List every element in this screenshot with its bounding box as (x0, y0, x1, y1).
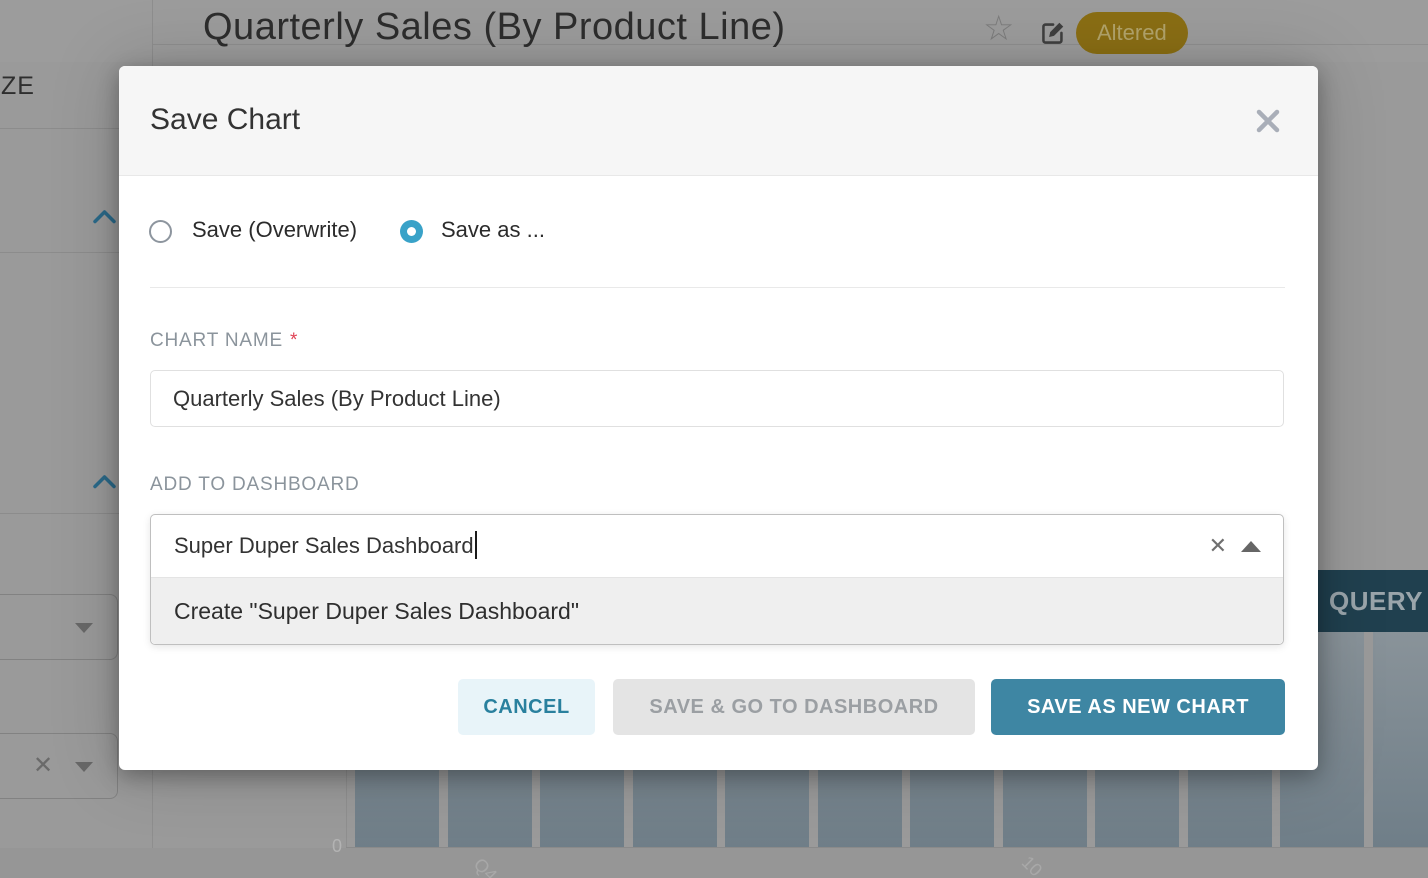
page-title: Quarterly Sales (By Product Line) (203, 6, 786, 48)
required-asterisk: * (289, 330, 299, 351)
add-to-dashboard-label: ADD TO DASHBOARD (150, 474, 360, 495)
header-underline (152, 44, 1428, 45)
close-icon[interactable] (1254, 107, 1282, 135)
favorite-star-icon[interactable]: ☆ (983, 9, 1015, 48)
clear-icon[interactable]: ✕ (33, 752, 54, 779)
edit-title-icon[interactable] (1038, 19, 1067, 53)
radio-save-as-label[interactable]: Save as ... (441, 217, 545, 242)
axis-label-band (0, 848, 1428, 878)
modal-header (119, 66, 1318, 176)
text-cursor (474, 531, 477, 559)
caret-down-icon (75, 623, 93, 633)
save-chart-modal: Save Chart Save (Overwrite) Save as ... … (119, 66, 1318, 770)
tab-customize-fragment[interactable]: ZE (1, 72, 35, 100)
save-as-new-chart-button[interactable]: SAVE AS NEW CHART (991, 679, 1285, 735)
chart-name-label: CHART NAME * (150, 330, 298, 352)
sidebar-divider (0, 252, 152, 253)
sidebar-divider (0, 513, 120, 514)
radio-save-overwrite-label[interactable]: Save (Overwrite) (192, 217, 358, 242)
caret-up-icon[interactable] (1241, 541, 1261, 552)
radio-save-as[interactable] (400, 220, 423, 243)
save-go-to-dashboard-button[interactable]: SAVE & GO TO DASHBOARD (613, 679, 975, 735)
altered-status-badge: Altered (1076, 12, 1188, 54)
x-axis-line (346, 847, 1428, 848)
modal-title: Save Chart (150, 103, 301, 136)
control-select[interactable]: ✕ (0, 733, 118, 799)
page-header-strip (0, 0, 1428, 62)
bar (1372, 600, 1428, 848)
cancel-button[interactable]: CANCEL (458, 679, 595, 735)
dashboard-combobox-value: Super Duper Sales Dashboard (174, 515, 477, 577)
chart-name-label-text: CHART NAME (150, 330, 283, 351)
query-tab[interactable]: QUERY (1318, 570, 1428, 632)
caret-down-icon (75, 762, 93, 772)
radio-save-overwrite[interactable] (149, 220, 172, 243)
dropdown-option-create-dashboard[interactable]: Create "Super Duper Sales Dashboard" (174, 598, 579, 624)
control-select[interactable] (0, 594, 118, 660)
clear-icon[interactable]: ✕ (1209, 515, 1227, 577)
section-collapse-chevron-up-icon[interactable] (92, 208, 117, 230)
sidebar-divider (0, 128, 152, 129)
dashboard-combobox[interactable]: Super Duper Sales Dashboard ✕ Create "Su… (150, 514, 1284, 645)
dashboard-combobox-text: Super Duper Sales Dashboard (174, 533, 474, 558)
section-collapse-chevron-up-icon[interactable] (92, 473, 117, 495)
y-axis-tick-label: 0 (331, 836, 342, 856)
dashboard-dropdown-menu: Create "Super Duper Sales Dashboard" (151, 577, 1283, 644)
chart-name-input[interactable] (150, 370, 1284, 427)
divider (150, 287, 1285, 288)
dashboard-combobox-input[interactable]: Super Duper Sales Dashboard ✕ (151, 515, 1283, 577)
